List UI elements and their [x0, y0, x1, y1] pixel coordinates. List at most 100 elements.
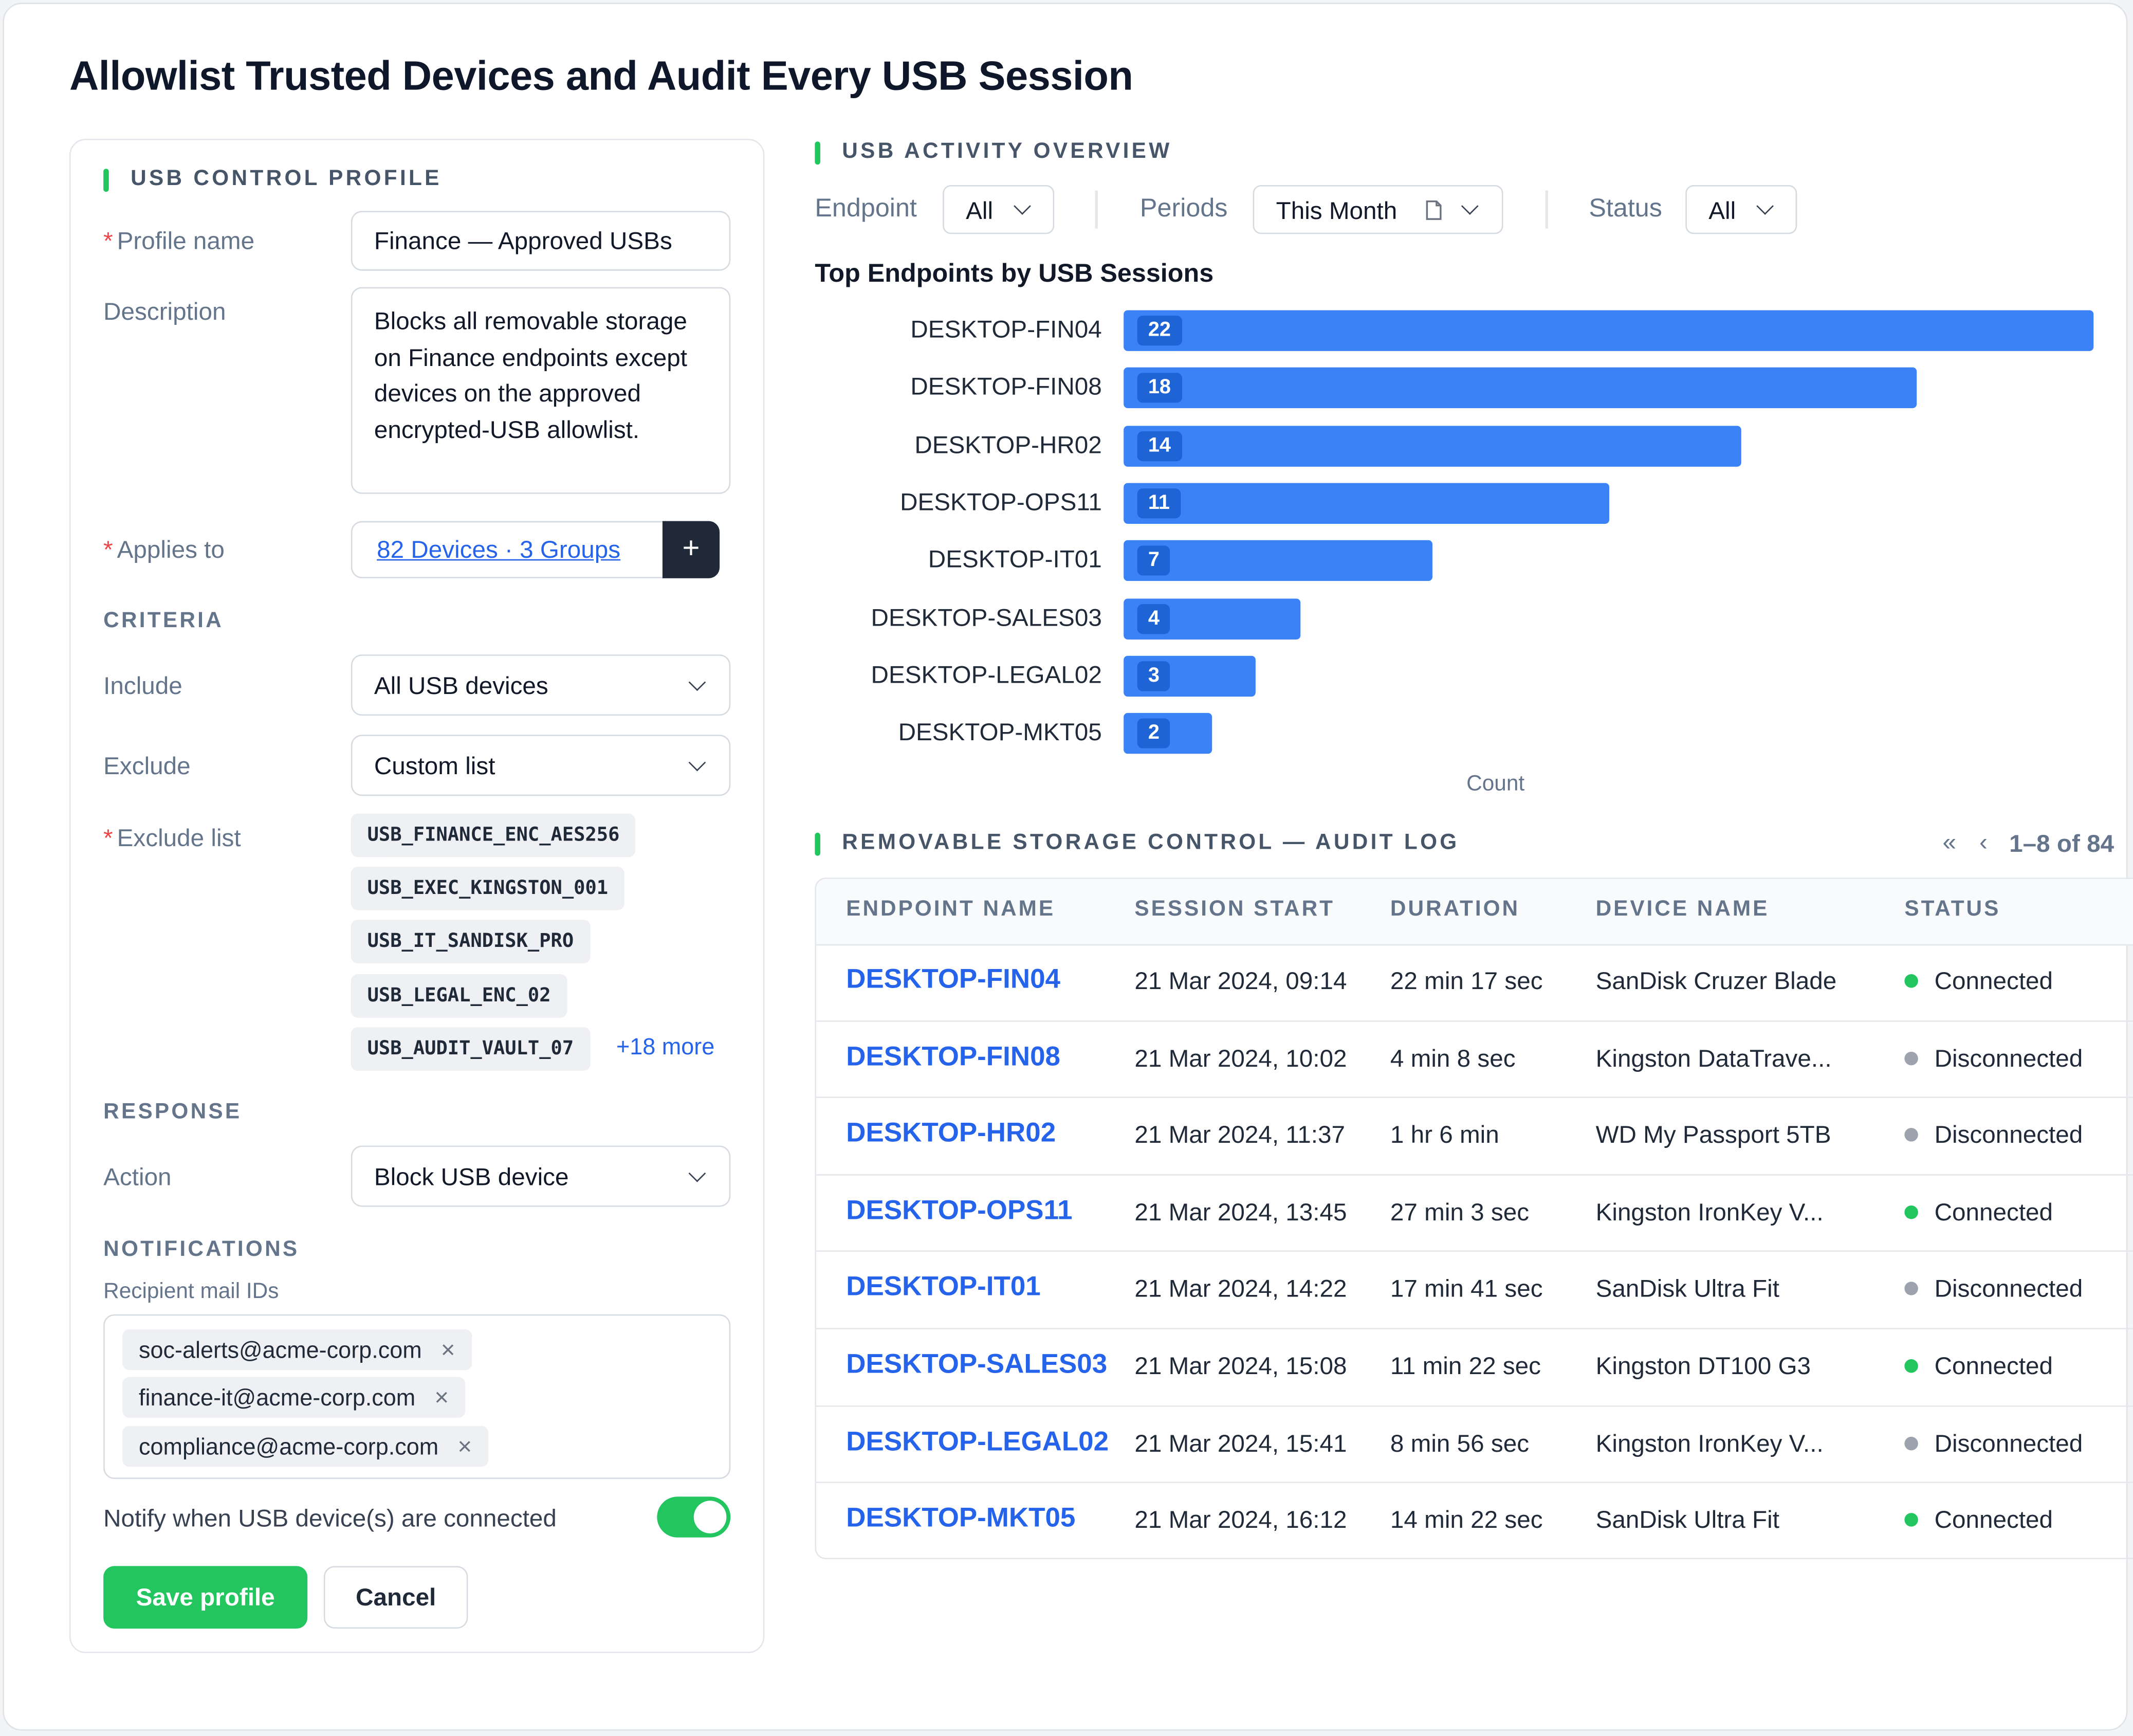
usb-control-profile-panel	[69, 138, 765, 1653]
periods-filter-select[interactable]: This Month	[1253, 185, 1503, 234]
description-value: Blocks all removable storage on Finance …	[374, 307, 688, 443]
chart-category-label: DESKTOP-HR02	[914, 430, 1102, 458]
periods-filter-value: This Month	[1276, 197, 1398, 225]
action-select[interactable]: Block USB device	[351, 1145, 731, 1207]
status-dot-icon	[1904, 1436, 1918, 1450]
endpoint-link[interactable]: DESKTOP-MKT05	[846, 1504, 1076, 1534]
add-target-button[interactable]: +	[662, 521, 720, 578]
column-header[interactable]: SESSION START	[1134, 898, 1335, 921]
profile-name-input[interactable]: Finance — Approved USBs	[351, 211, 731, 271]
include-select[interactable]: All USB devices	[351, 654, 731, 716]
chart-bar[interactable]	[1124, 483, 1609, 524]
column-header[interactable]: STATUS	[1904, 898, 2001, 921]
table-row[interactable]: DESKTOP-FIN08 21 Mar 2024, 10:02 4 min 8 s…	[816, 1021, 2133, 1099]
exclude-list-chip[interactable]: USB_EXEC_KINGSTON_001	[351, 866, 624, 910]
cancel-button[interactable]: Cancel	[323, 1566, 468, 1629]
endpoint-filter-label: Endpoint	[815, 194, 917, 224]
chart-bar[interactable]	[1124, 368, 1918, 409]
chart-data-label: 4	[1137, 603, 1171, 634]
status-dot-icon	[1904, 1513, 1918, 1527]
chart-category-label: DESKTOP-FIN04	[910, 316, 1102, 343]
notify-toggle[interactable]	[657, 1496, 731, 1538]
chart-category-label: DESKTOP-FIN08	[910, 373, 1102, 400]
prev-page-icon[interactable]: ‹	[1979, 828, 1988, 856]
status-cell: Disconnected	[1904, 1121, 2083, 1150]
column-header[interactable]: ENDPOINT NAME	[846, 898, 1056, 921]
save-profile-button[interactable]: Save profile	[103, 1566, 308, 1629]
applies-to-label: * Applies to	[103, 536, 225, 563]
session-start-cell: 21 Mar 2024, 13:45	[1134, 1198, 1347, 1226]
exclude-list-chip[interactable]: USB_AUDIT_VAULT_07	[351, 1027, 590, 1071]
exclude-value: Custom list	[374, 752, 495, 780]
table-row[interactable]: DESKTOP-MKT05 21 Mar 2024, 16:12 14 min 22…	[816, 1483, 2133, 1558]
device-name-cell: Kingston DT100 G3	[1595, 1352, 1811, 1380]
description-textarea[interactable]: Blocks all removable storage on Finance …	[351, 287, 731, 494]
endpoint-filter-select[interactable]: All	[943, 185, 1055, 234]
close-icon[interactable]: ×	[440, 1336, 455, 1363]
exclude-list-chip[interactable]: USB_FINANCE_ENC_AES256	[351, 813, 636, 857]
exclude-select[interactable]: Custom list	[351, 735, 731, 796]
close-icon[interactable]: ×	[457, 1432, 472, 1460]
table-row[interactable]: DESKTOP-HR02 21 Mar 2024, 11:37 1 hr 6 min…	[816, 1098, 2133, 1175]
chart-data-label: 14	[1137, 430, 1182, 461]
session-start-cell: 21 Mar 2024, 09:14	[1134, 967, 1347, 995]
chevron-down-icon	[688, 673, 706, 691]
recipient-chip: finance-it@acme-corp.com ×	[122, 1377, 465, 1418]
status-filter-value: All	[1708, 197, 1736, 225]
profile-section-title: USB CONTROL PROFILE	[131, 167, 442, 191]
status-dot-icon	[1904, 1282, 1918, 1296]
endpoint-link[interactable]: DESKTOP-OPS11	[846, 1195, 1073, 1226]
action-label: Action	[103, 1163, 172, 1191]
page-title: Allowlist Trusted Devices and Audit Ever…	[69, 54, 1133, 100]
required-asterisk: *	[103, 227, 113, 254]
session-start-cell: 21 Mar 2024, 16:12	[1134, 1506, 1347, 1534]
status-filter-label: Status	[1589, 194, 1662, 224]
device-name-cell: SanDisk Cruzer Blade	[1595, 967, 1837, 995]
table-row[interactable]: DESKTOP-IT01 21 Mar 2024, 14:22 17 min 41 …	[816, 1252, 2133, 1329]
device-name-cell: Kingston DataTrave...	[1595, 1044, 1832, 1072]
column-header[interactable]: DEVICE NAME	[1595, 898, 1770, 921]
status-filter-select[interactable]: All	[1685, 185, 1797, 234]
status-cell: Connected	[1904, 1506, 2053, 1535]
chart-x-axis-label: Count	[1466, 773, 1525, 796]
endpoint-sessions-bar-chart: DESKTOP-FIN04 22 DESKTOP-FIN08 18 DESKTOP-HR…	[815, 299, 2133, 775]
session-start-cell: 21 Mar 2024, 10:02	[1134, 1044, 1347, 1072]
status-dot-icon	[1904, 1128, 1918, 1142]
session-start-cell: 21 Mar 2024, 15:41	[1134, 1429, 1347, 1457]
endpoint-link[interactable]: DESKTOP-FIN08	[846, 1041, 1060, 1072]
status-cell: Disconnected	[1904, 1045, 2083, 1073]
column-header[interactable]: DURATION	[1390, 898, 1520, 921]
chart-bar[interactable]	[1124, 540, 1432, 581]
periods-filter-label: Periods	[1139, 194, 1228, 224]
duration-cell: 27 min 3 sec	[1390, 1198, 1530, 1226]
section-accent-bar	[815, 141, 820, 165]
endpoint-link[interactable]: DESKTOP-LEGAL02	[846, 1427, 1109, 1457]
exclude-more-link[interactable]: +18 more	[616, 1034, 715, 1060]
exclude-list-chip[interactable]: USB_IT_SANDISK_PRO	[351, 920, 590, 963]
table-row[interactable]: DESKTOP-FIN04 21 Mar 2024, 09:14 22 min 17…	[816, 944, 2133, 1021]
close-icon[interactable]: ×	[434, 1383, 449, 1411]
endpoint-link[interactable]: DESKTOP-IT01	[846, 1272, 1041, 1303]
endpoint-link[interactable]: DESKTOP-HR02	[846, 1119, 1056, 1149]
status-label: Connected	[1934, 1352, 2053, 1380]
table-row[interactable]: DESKTOP-OPS11 21 Mar 2024, 13:45 27 min 3 …	[816, 1175, 2133, 1252]
chart-bar[interactable]	[1124, 425, 1741, 466]
first-page-icon[interactable]: «	[1942, 828, 1956, 856]
exclude-list-chip[interactable]: USB_LEGAL_ENC_02	[351, 974, 567, 1018]
chart-bar[interactable]	[1124, 310, 2094, 351]
status-cell: Connected	[1904, 967, 2053, 996]
recipients-label: Recipient mail IDs	[103, 1280, 279, 1304]
device-name-cell: WD My Passport 5TB	[1595, 1121, 1831, 1149]
pagination-info: 1–8 of 84	[2009, 830, 2114, 857]
table-row[interactable]: DESKTOP-SALES03 21 Mar 2024, 15:08 11 min …	[816, 1329, 2133, 1406]
endpoint-link[interactable]: DESKTOP-SALES03	[846, 1349, 1108, 1380]
status-dot-icon	[1904, 974, 1918, 988]
chevron-down-icon	[1014, 197, 1031, 215]
endpoint-link[interactable]: DESKTOP-FIN04	[846, 964, 1060, 995]
duration-cell: 17 min 41 sec	[1390, 1275, 1543, 1303]
filter-divider	[1095, 190, 1098, 229]
chevron-down-icon	[1461, 197, 1479, 215]
applies-to-link[interactable]: 82 Devices · 3 Groups	[377, 536, 621, 563]
table-row[interactable]: DESKTOP-LEGAL02 21 Mar 2024, 15:41 8 min 5…	[816, 1406, 2133, 1484]
chart-category-label: DESKTOP-MKT05	[898, 718, 1102, 746]
